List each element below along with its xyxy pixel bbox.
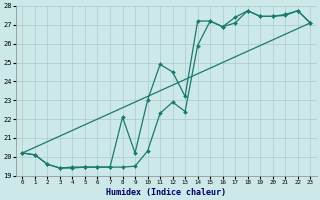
X-axis label: Humidex (Indice chaleur): Humidex (Indice chaleur) — [106, 188, 226, 197]
